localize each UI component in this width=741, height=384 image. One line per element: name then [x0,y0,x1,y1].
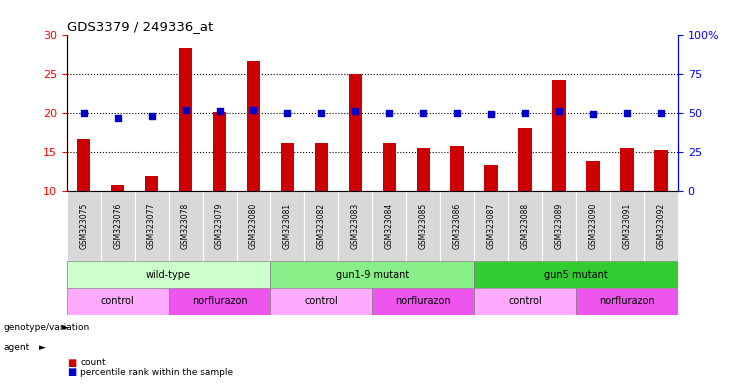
Bar [485,166,498,191]
Bar [416,148,430,191]
Text: norflurazon: norflurazon [599,296,655,306]
Bar [440,191,474,261]
Text: control: control [101,296,135,306]
Text: GSM323082: GSM323082 [317,203,326,249]
Point [451,110,463,116]
Point [213,108,225,114]
Point [316,110,328,116]
Bar [610,191,644,261]
Text: GDS3379 / 249336_at: GDS3379 / 249336_at [67,20,213,33]
Text: GSM323081: GSM323081 [283,203,292,249]
Text: GSM323083: GSM323083 [351,203,360,249]
Text: count: count [80,358,106,367]
Bar [542,191,576,261]
Point [350,108,362,114]
Text: GSM323075: GSM323075 [79,203,88,250]
Point [146,113,158,119]
Text: GSM323092: GSM323092 [657,203,665,249]
Bar [451,146,464,191]
Text: ►: ► [62,323,68,332]
Bar [202,191,236,261]
Text: wild-type: wild-type [146,270,191,280]
Text: control: control [305,296,339,306]
Text: percentile rank within the sample: percentile rank within the sample [80,368,233,377]
Text: GSM323084: GSM323084 [385,203,393,249]
Bar [305,191,339,261]
Bar [179,48,193,191]
Bar [77,139,90,191]
Bar [111,185,124,191]
Text: genotype/variation: genotype/variation [4,323,90,332]
Text: GSM323079: GSM323079 [215,203,224,250]
Bar [372,191,406,261]
Bar [474,261,678,288]
Text: GSM323086: GSM323086 [453,203,462,249]
Bar [144,175,159,191]
Bar [339,191,372,261]
Text: GSM323077: GSM323077 [147,203,156,250]
Text: GSM323091: GSM323091 [622,203,631,249]
Text: control: control [508,296,542,306]
Bar [281,144,294,191]
Text: GSM323089: GSM323089 [555,203,564,249]
Text: gun1-9 mutant: gun1-9 mutant [336,270,409,280]
Point [247,107,259,113]
Point [519,110,531,116]
Point [78,110,90,116]
Point [417,110,429,116]
Bar [552,80,566,191]
Bar [135,191,169,261]
Bar [372,288,474,315]
Text: GSM323087: GSM323087 [487,203,496,249]
Bar [654,151,668,191]
Bar [406,191,440,261]
Bar [348,74,362,191]
Text: GSM323085: GSM323085 [419,203,428,249]
Text: ►: ► [39,343,45,352]
Bar [168,191,202,261]
Bar [270,261,474,288]
Bar [519,128,532,191]
Bar [247,61,260,191]
Point [179,107,191,113]
Bar [474,191,508,261]
Point [587,111,599,118]
Text: ■: ■ [67,367,76,377]
Bar [576,288,678,315]
Text: GSM323080: GSM323080 [249,203,258,249]
Text: GSM323078: GSM323078 [181,203,190,249]
Point [655,110,667,116]
Point [485,111,497,118]
Bar [270,288,372,315]
Text: GSM323090: GSM323090 [588,203,597,250]
Text: GSM323088: GSM323088 [521,203,530,249]
Point [282,110,293,116]
Bar [67,191,101,261]
Bar [474,288,576,315]
Bar [236,191,270,261]
Text: norflurazon: norflurazon [396,296,451,306]
Bar [168,288,270,315]
Bar [586,161,600,191]
Bar [67,261,270,288]
Text: ■: ■ [67,358,76,368]
Bar [315,144,328,191]
Point [383,110,395,116]
Bar [644,191,678,261]
Bar [213,112,226,191]
Bar [508,191,542,261]
Point [554,108,565,114]
Bar [620,148,634,191]
Point [621,110,633,116]
Bar [67,288,168,315]
Text: agent: agent [4,343,30,352]
Bar [382,142,396,191]
Text: GSM323076: GSM323076 [113,203,122,250]
Bar [576,191,610,261]
Text: norflurazon: norflurazon [192,296,247,306]
Bar [101,191,135,261]
Point [112,114,124,121]
Text: gun5 mutant: gun5 mutant [544,270,608,280]
Bar [270,191,305,261]
